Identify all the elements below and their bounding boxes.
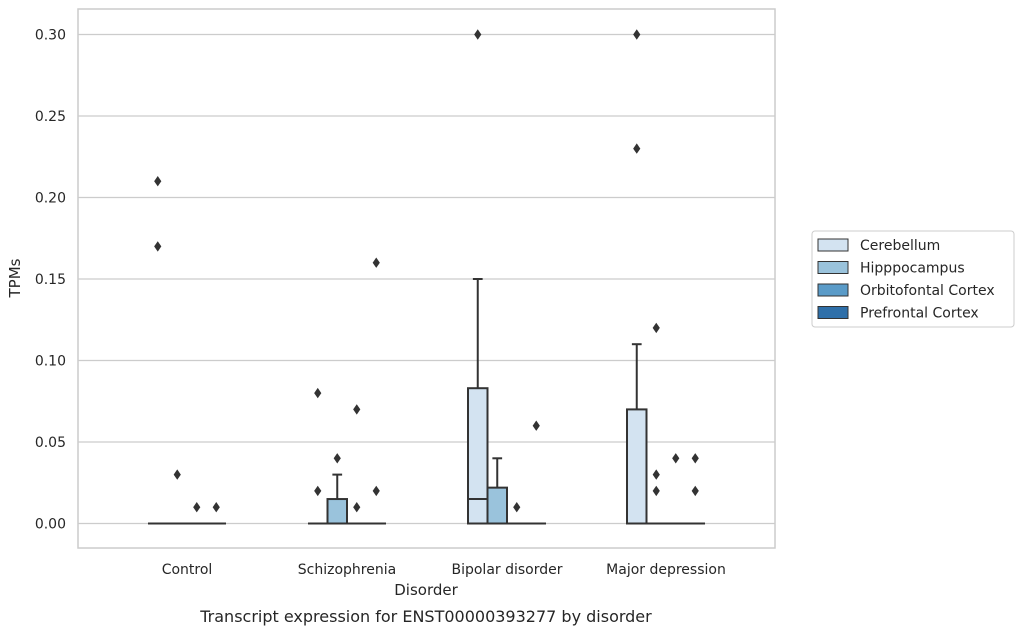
box-body	[467, 387, 489, 525]
legend-swatch	[817, 306, 849, 319]
box-body	[326, 498, 348, 525]
outlier-point	[652, 485, 660, 497]
y-tick-label: 0.25	[35, 109, 66, 125]
outlier-point	[372, 485, 380, 497]
boxes	[148, 278, 705, 525]
outlier-point	[353, 502, 361, 513]
legend-label: Prefrontal Cortex	[860, 306, 979, 322]
legend-label: Cerebellum	[860, 238, 940, 254]
y-tick-label: 0.15	[35, 272, 66, 288]
y-tick-label: 0.20	[35, 191, 66, 207]
legend-label: Hipppocampus	[860, 261, 965, 277]
box-body	[626, 408, 648, 525]
box-cerebellum	[626, 343, 648, 525]
outlier-point	[154, 176, 162, 187]
box-hipppocampus	[486, 457, 508, 525]
outlier-point	[652, 322, 660, 334]
x-tick-labels: Control Schizophrenia Bipolar disorder Majo…	[162, 562, 726, 578]
y-tick-label: 0.00	[35, 517, 66, 533]
outliers	[154, 29, 699, 513]
plot-frame	[77, 8, 776, 549]
outlier-point	[633, 29, 641, 40]
y-tick-labels: 0.00 0.05 0.10 0.15 0.20 0.25 0.30	[35, 28, 66, 533]
outlier-point	[333, 453, 341, 464]
box-body	[486, 486, 508, 525]
outlier-point	[193, 502, 201, 513]
legend: Cerebellum Hipppocampus Orbitofontal Corte…	[811, 230, 1015, 328]
legend-label: Orbitofontal Cortex	[860, 283, 995, 299]
box-cerebellum	[467, 278, 489, 525]
y-tick-label: 0.30	[35, 28, 66, 44]
legend-frame	[811, 230, 1015, 328]
outlier-point	[691, 453, 699, 464]
legend-swatch	[817, 261, 849, 274]
x-tick-label: Control	[162, 562, 213, 578]
outlier-point	[314, 387, 322, 399]
outlier-point	[154, 241, 162, 252]
legend-swatch	[817, 283, 849, 297]
y-tick-label: 0.05	[35, 435, 66, 451]
outlier-point	[173, 469, 181, 480]
y-tick-label: 0.10	[35, 354, 66, 370]
outlier-point	[314, 485, 322, 497]
outlier-point	[474, 29, 482, 40]
outlier-point	[652, 469, 660, 480]
chart-caption: Transcript expression for ENST0000039327…	[199, 607, 652, 626]
box-hipppocampus	[326, 473, 348, 525]
legend-swatch	[817, 238, 849, 252]
x-tick-label: Schizophrenia	[298, 562, 396, 578]
y-axis-label: TPMs	[6, 258, 24, 298]
outlier-point	[353, 404, 361, 415]
outlier-point	[633, 143, 641, 154]
x-axis-label: Disorder	[394, 581, 458, 599]
outlier-point	[672, 453, 680, 464]
outlier-point	[212, 502, 220, 513]
outlier-point	[691, 485, 699, 497]
outlier-point	[372, 257, 380, 268]
gridlines	[78, 33, 775, 525]
outlier-point	[513, 502, 521, 513]
x-tick-label: Major depression	[606, 562, 726, 578]
x-tick-label: Bipolar disorder	[451, 562, 562, 578]
outlier-point	[532, 420, 540, 431]
